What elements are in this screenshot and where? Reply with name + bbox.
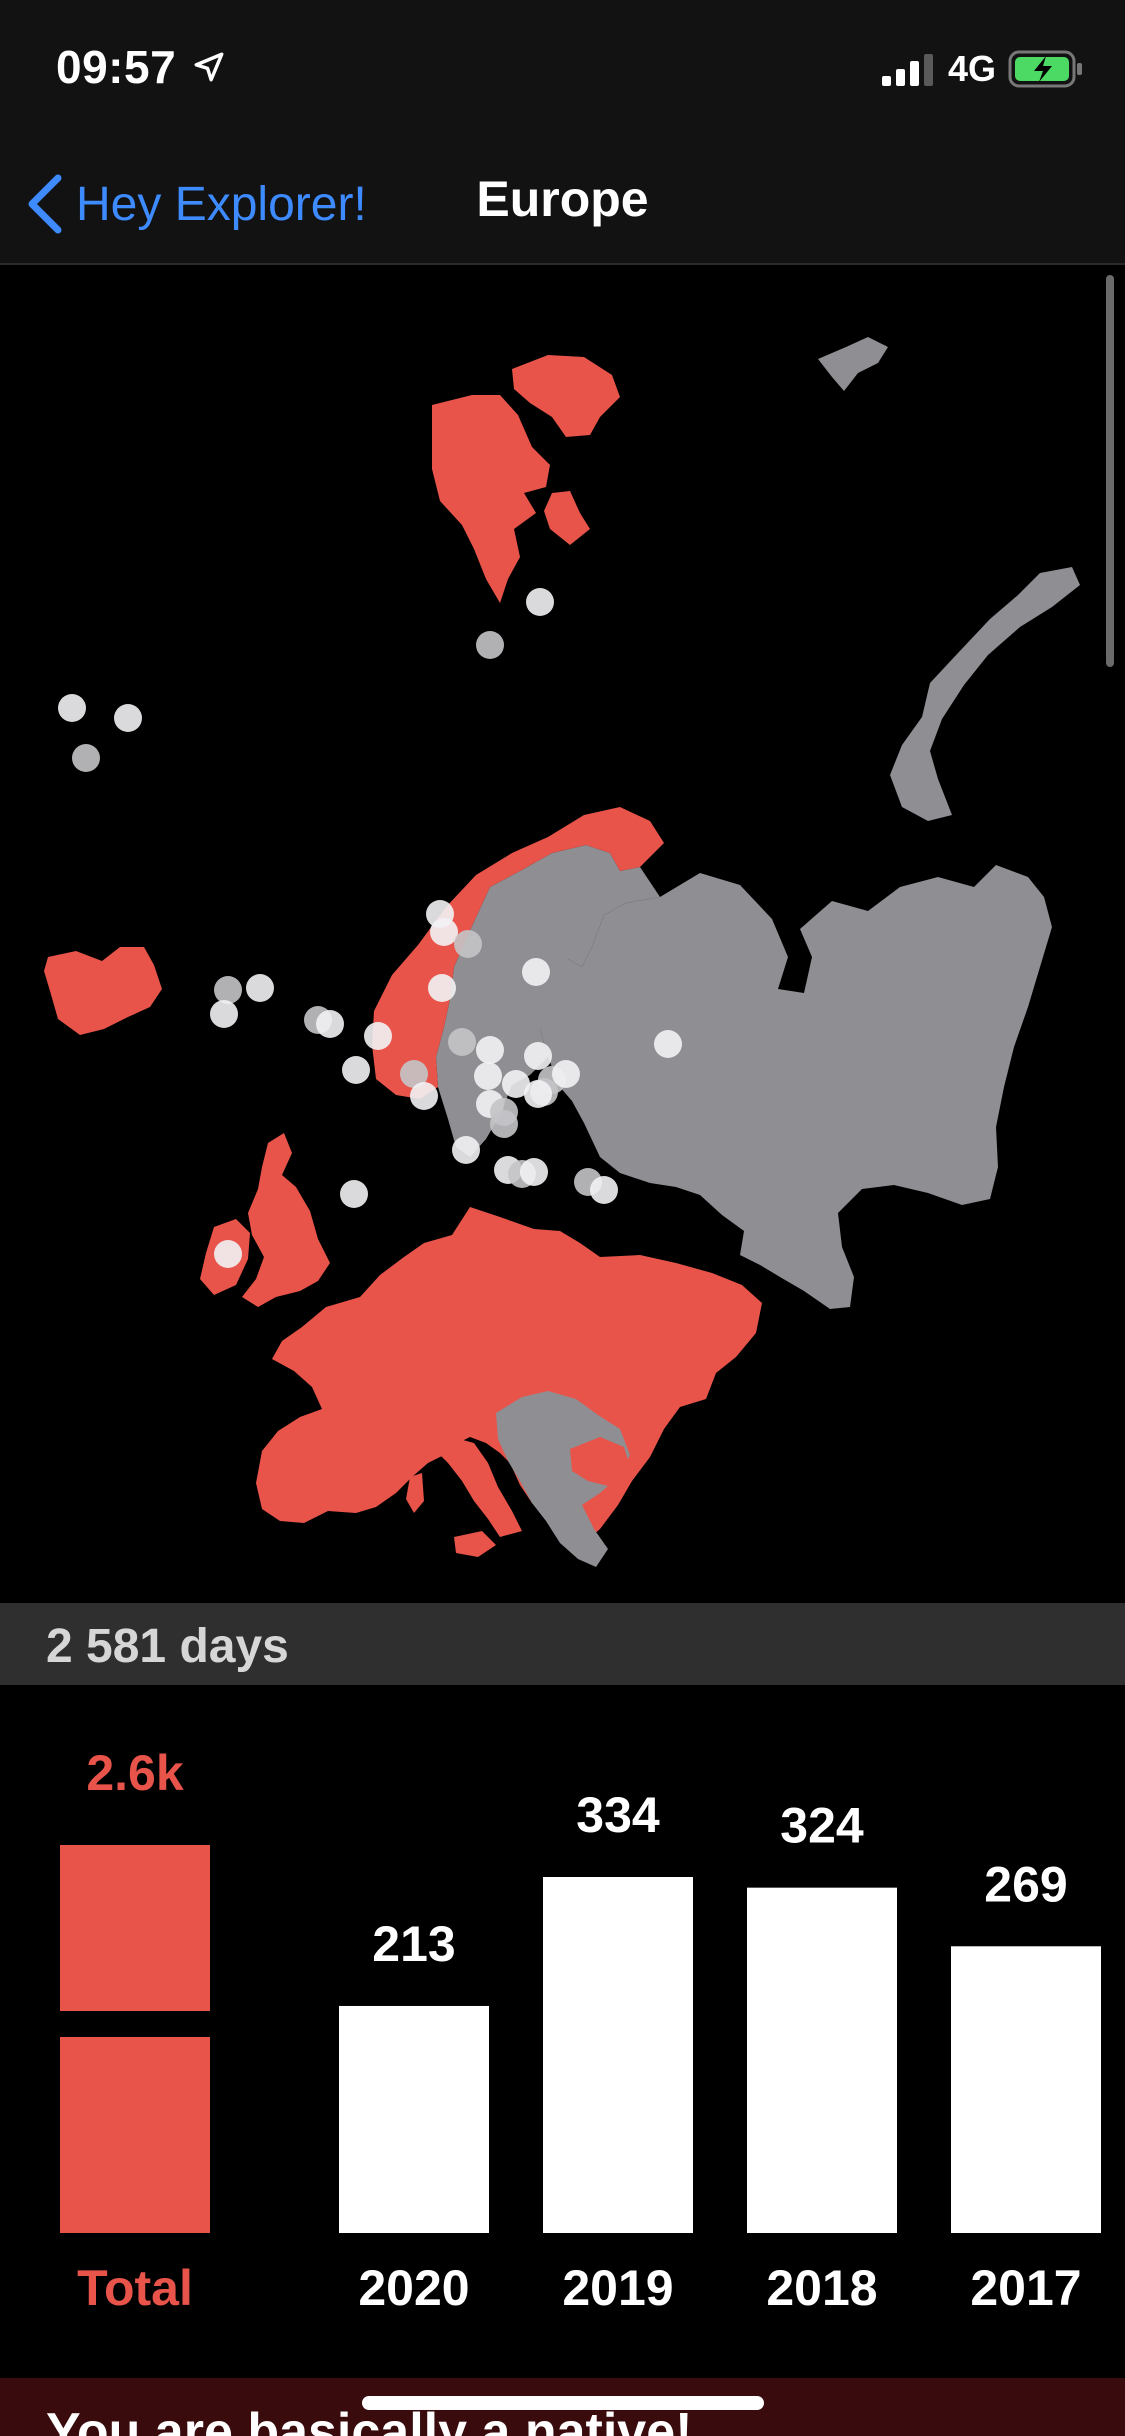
network-type: 4G <box>948 48 997 89</box>
navigation-bar: Hey Explorer! Europe <box>0 140 1125 265</box>
year-value-label: 213 <box>372 1916 455 1972</box>
page-title: Europe <box>476 171 649 227</box>
year-bar[interactable] <box>951 1946 1101 2233</box>
visited-place-dot[interactable] <box>430 918 458 946</box>
location-arrow-icon <box>194 52 224 82</box>
visited-place-dot[interactable] <box>428 974 456 1002</box>
year-value-label: 324 <box>780 1798 864 1854</box>
visited-place-dot[interactable] <box>502 1070 530 1098</box>
status-time: 09:57 <box>56 41 177 93</box>
visited-place-dot[interactable] <box>316 1010 344 1038</box>
visited-place-dot[interactable] <box>490 1110 518 1138</box>
days-count: 2 581 days <box>46 1620 289 1673</box>
visited-place-dot[interactable] <box>72 744 100 772</box>
visited-place-dot[interactable] <box>454 930 482 958</box>
europe-map[interactable] <box>0 267 1125 1603</box>
year-category-label: 2020 <box>358 2260 469 2316</box>
map-canvas <box>44 337 1080 1567</box>
visited-place-dot[interactable] <box>340 1180 368 1208</box>
region-italy[interactable] <box>430 1437 522 1537</box>
year-value-label: 334 <box>576 1787 660 1843</box>
total-bar-segment <box>60 1845 210 2011</box>
home-indicator[interactable] <box>362 2396 764 2410</box>
visited-place-dot[interactable] <box>476 1036 504 1064</box>
visited-place-dot[interactable] <box>400 1060 428 1088</box>
year-value-label: 269 <box>984 1856 1067 1912</box>
year-category-label: 2018 <box>766 2260 877 2316</box>
visited-place-dot[interactable] <box>214 1240 242 1268</box>
region-continental-europe[interactable] <box>256 1207 762 1543</box>
visited-place-dot[interactable] <box>210 1000 238 1028</box>
visited-place-dot[interactable] <box>474 1062 502 1090</box>
visited-place-dot[interactable] <box>448 1028 476 1056</box>
visited-place-dot[interactable] <box>114 704 142 732</box>
chevron-left-icon <box>28 174 62 234</box>
scroll-indicator[interactable] <box>1106 275 1114 667</box>
region-balkans[interactable] <box>496 1391 630 1567</box>
year-category-label: 2019 <box>562 2260 673 2316</box>
year-category-label: 2017 <box>970 2260 1081 2316</box>
region-iceland[interactable] <box>44 947 162 1035</box>
region-svalbard-east[interactable] <box>512 355 620 437</box>
visited-place-dot[interactable] <box>524 1080 552 1108</box>
year-bar[interactable] <box>339 2005 489 2233</box>
visited-place-dot[interactable] <box>410 1082 438 1110</box>
visited-place-dot[interactable] <box>364 1022 392 1050</box>
total-bar-segment <box>60 2037 210 2233</box>
visited-place-dot[interactable] <box>342 1056 370 1084</box>
back-button-label: Hey Explorer! <box>76 177 367 231</box>
region-franz-josef[interactable] <box>818 337 888 391</box>
visited-place-dot[interactable] <box>452 1136 480 1164</box>
days-per-year-chart: 2.6k Total 213 2020 334 2019 324 2018 269 2017 <box>0 1685 1125 2385</box>
visited-place-dot[interactable] <box>590 1176 618 1204</box>
region-novaya-zemlya[interactable] <box>890 567 1080 821</box>
region-svalbard-south[interactable] <box>544 491 590 545</box>
region-sicily[interactable] <box>454 1531 496 1557</box>
status-bar: 09:57 4G <box>0 0 1125 140</box>
region-russia[interactable] <box>534 865 1052 1309</box>
region-sardinia[interactable] <box>406 1473 424 1513</box>
battery-charging-icon <box>1008 50 1082 88</box>
total-value-label: 2.6k <box>86 1745 184 1801</box>
visited-place-dot[interactable] <box>58 694 86 722</box>
region-great-britain[interactable] <box>242 1133 330 1307</box>
visited-place-dot[interactable] <box>246 974 274 1002</box>
days-summary-bar: 2 581 days <box>0 1603 1125 1685</box>
visited-places <box>58 588 682 1268</box>
visited-place-dot[interactable] <box>476 631 504 659</box>
chart-canvas: 2.6k Total 213 2020 334 2019 324 2018 269 2017 <box>60 1745 1101 2316</box>
visited-place-dot[interactable] <box>524 1042 552 1070</box>
cellular-signal-icon <box>882 54 933 86</box>
region-turkey[interactable] <box>570 1437 630 1487</box>
year-bar[interactable] <box>747 1887 897 2233</box>
back-button[interactable]: Hey Explorer! <box>24 164 367 244</box>
visited-place-dot[interactable] <box>214 976 242 1004</box>
total-category-label: Total <box>77 2260 193 2316</box>
visited-place-dot[interactable] <box>522 958 550 986</box>
region-svalbard[interactable] <box>432 395 550 603</box>
visited-place-dot[interactable] <box>526 588 554 616</box>
visited-place-dot[interactable] <box>552 1060 580 1088</box>
visited-place-dot[interactable] <box>520 1158 548 1186</box>
visited-place-dot[interactable] <box>654 1030 682 1058</box>
year-bar[interactable] <box>543 1877 693 2233</box>
